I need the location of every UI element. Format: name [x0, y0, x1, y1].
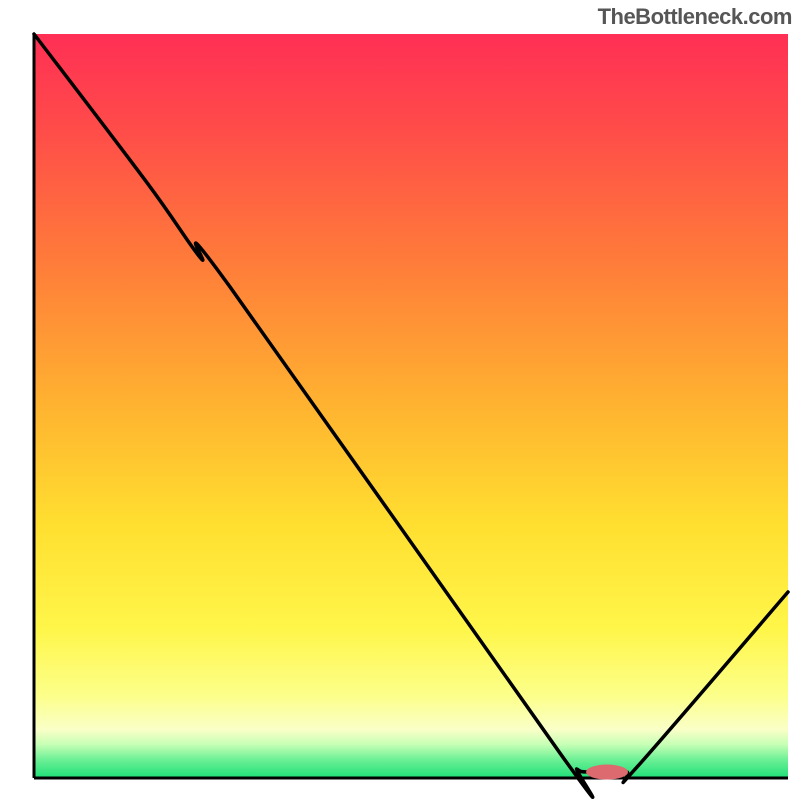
plot-background: [34, 34, 788, 778]
sweet-spot-marker: [586, 765, 628, 780]
bottleneck-chart: TheBottleneck.com: [0, 0, 800, 800]
chart-svg: [0, 0, 800, 800]
